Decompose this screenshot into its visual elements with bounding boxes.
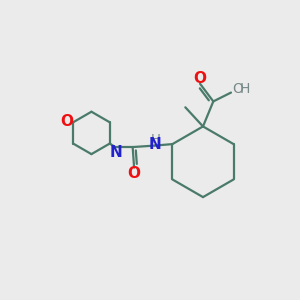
- Text: N: N: [109, 146, 122, 160]
- Text: O: O: [128, 166, 141, 181]
- Text: O: O: [60, 114, 73, 129]
- Text: O: O: [193, 71, 206, 86]
- Text: O: O: [232, 82, 243, 96]
- Text: H: H: [150, 133, 160, 146]
- Text: H: H: [240, 82, 250, 96]
- Text: N: N: [149, 136, 162, 152]
